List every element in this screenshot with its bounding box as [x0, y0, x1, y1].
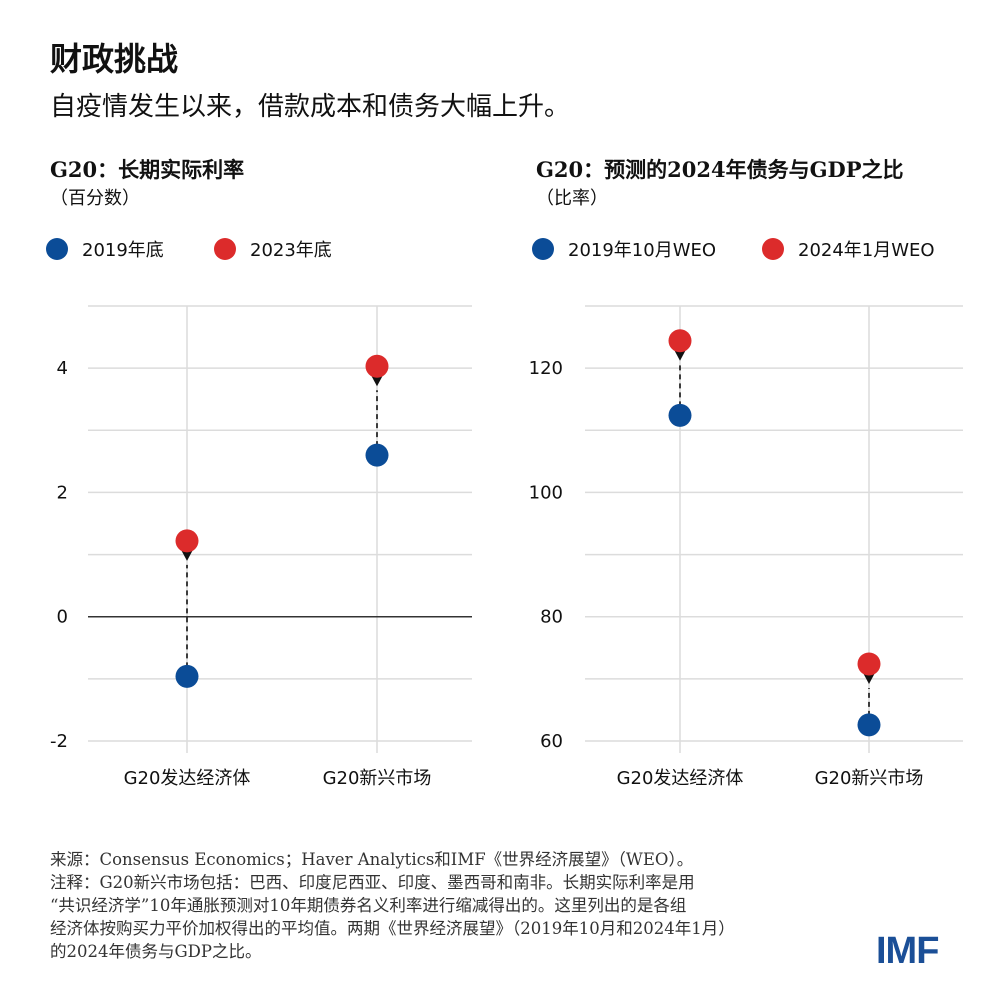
page-subtitle: 自疫情发生以来，借款成本和债务大幅上升。 [50, 92, 571, 122]
legend-label: 2024年1月WEO [798, 240, 935, 261]
y-tick-label: 2 [57, 482, 68, 503]
legend-label: 2019年底 [82, 240, 164, 261]
chart-1-legend-item-2: 2023年底 [214, 236, 332, 262]
legend-label: 2023年底 [250, 240, 332, 261]
data-point-2019年10月WEO [668, 403, 692, 427]
data-point-2019年10月WEO [857, 713, 881, 737]
note-line: “共识经济学”10年通胀预测对10年期债券名义利率进行缩减得出的。这里列出的是各… [50, 896, 687, 915]
data-point-2023年底 [365, 354, 389, 378]
y-tick-label: 100 [529, 482, 563, 503]
legend-label: 2019年10月WEO [568, 240, 717, 261]
data-point-2024年1月WEO [857, 652, 881, 676]
x-tick-label: G20发达经济体 [617, 768, 744, 789]
note-line: 经济体按购买力平价加权得出的平均值。两期《世界经济展望》（2019年10月和20… [50, 919, 735, 938]
footer-notes: 来源：Consensus Economics；Haver Analytics和I… [50, 848, 735, 963]
chart-1-legend-item-1: 2019年底 [46, 236, 164, 262]
chart-2-unit: （比率） [536, 188, 608, 209]
chart-1-title: G20：长期实际利率 [50, 157, 245, 182]
data-point-2024年1月WEO [668, 329, 692, 353]
note-line: 的2024年债务与GDP之比。 [50, 942, 262, 961]
y-tick-label: 4 [57, 358, 68, 379]
data-point-2019年底 [175, 664, 199, 688]
y-tick-label: 120 [529, 358, 563, 379]
y-tick-label: 80 [540, 607, 563, 628]
chart-2-legend-item-2: 2024年1月WEO [762, 236, 935, 262]
data-point-2023年底 [175, 529, 199, 553]
source-note: 来源：Consensus Economics；Haver Analytics和I… [50, 850, 694, 869]
chart-1-unit: （百分数） [50, 188, 140, 209]
chart-2-title: G20：预测的2024年债务与GDP之比 [536, 157, 904, 182]
y-tick-label: -2 [50, 731, 68, 752]
x-tick-label: G20发达经济体 [124, 768, 251, 789]
legend-dot-red-icon [214, 238, 236, 260]
legend-dot-blue-icon [46, 238, 68, 260]
note-line: 注释：G20新兴市场包括：巴西、印度尼西亚、印度、墨西哥和南非。长期实际利率是用 [50, 873, 695, 892]
chart-2-legend-item-1: 2019年10月WEO [532, 236, 716, 262]
x-tick-label: G20新兴市场 [323, 768, 432, 789]
legend-dot-red-icon [762, 238, 784, 260]
data-point-2019年底 [365, 443, 389, 467]
x-tick-label: G20新兴市场 [815, 768, 924, 789]
y-tick-label: 0 [57, 607, 68, 628]
page-title: 财政挑战 [50, 40, 179, 78]
y-tick-label: 60 [540, 731, 563, 752]
imf-logo: IMF [876, 930, 939, 972]
legend-dot-blue-icon [532, 238, 554, 260]
